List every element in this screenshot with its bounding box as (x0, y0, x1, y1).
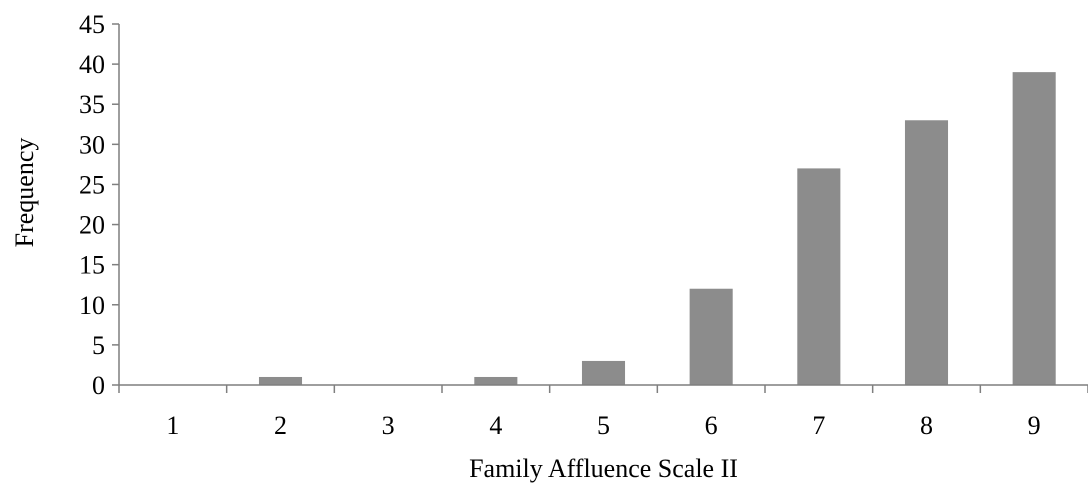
bars (258, 72, 1056, 386)
x-tick-label: 4 (489, 411, 502, 440)
x-tick-label: 2 (274, 411, 287, 440)
y-tick-label: 20 (79, 211, 105, 240)
y-tick-label: 30 (79, 130, 105, 159)
x-axis-ticks: 1 2 3 4 5 6 7 8 9 (118, 385, 1088, 440)
y-tick-label: 0 (92, 371, 105, 400)
y-tick-label: 10 (79, 291, 105, 320)
x-tick-label: 9 (1028, 411, 1041, 440)
y-axis-title: Frequency (10, 138, 39, 248)
bar (797, 168, 841, 385)
y-tick-label: 40 (79, 50, 105, 79)
x-tick-label: 7 (812, 411, 825, 440)
y-tick-label: 45 (79, 10, 105, 39)
bar (474, 376, 518, 385)
x-tick-label: 6 (705, 411, 718, 440)
x-tick-label: 3 (382, 411, 395, 440)
bar (581, 360, 626, 385)
y-tick-label: 5 (92, 331, 105, 360)
y-tick-label: 35 (79, 90, 105, 119)
y-axis-ticks: 0 5 10 15 20 25 30 35 40 45 (79, 10, 119, 400)
bar (258, 376, 303, 385)
bar (689, 288, 733, 385)
bar (1012, 72, 1056, 385)
axes (118, 24, 1088, 386)
x-tick-label: 1 (166, 411, 179, 440)
y-tick-label: 25 (79, 170, 105, 199)
x-axis-title: Family Affluence Scale II (469, 454, 738, 483)
bar (904, 120, 949, 386)
y-tick-label: 15 (79, 251, 105, 280)
x-tick-label: 5 (597, 411, 610, 440)
x-tick-label: 8 (920, 411, 933, 440)
